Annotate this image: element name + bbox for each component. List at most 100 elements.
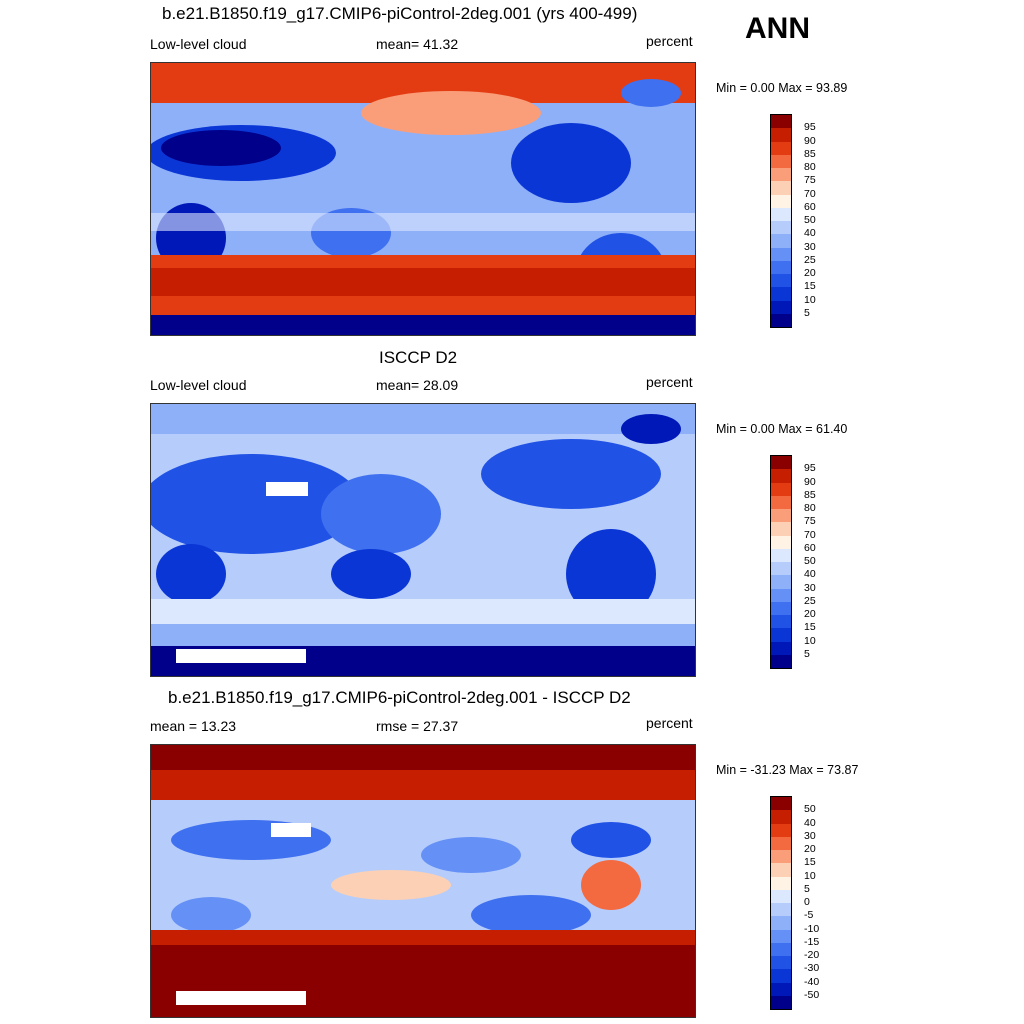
colorbar-level-label: 10 (804, 634, 816, 647)
colorbar-level-label: 50 (804, 803, 816, 816)
colorbar-level-label: 50 (804, 555, 816, 567)
panel-2-map-svg (151, 404, 695, 676)
panel-1-colorbar (770, 114, 792, 328)
colorbar-swatch (771, 260, 791, 274)
colorbar-level-label: 10 (804, 869, 816, 882)
colorbar-swatch (771, 575, 791, 589)
colorbar-swatch (771, 628, 791, 642)
colorbar-swatch (771, 221, 791, 235)
panel-2-colorbar (770, 455, 792, 669)
colorbar-level-label: 40 (804, 816, 816, 829)
colorbar-level-label: 25 (804, 253, 816, 266)
colorbar-swatch (771, 823, 791, 837)
panel-2-mean-label: mean= 28.09 (376, 377, 459, 393)
colorbar-swatch (771, 916, 791, 930)
panel-1-map (150, 62, 696, 336)
colorbar-level-label: 70 (804, 528, 816, 541)
colorbar-swatch (771, 154, 791, 168)
colorbar-swatch (771, 247, 791, 261)
colorbar-level-label: 60 (804, 541, 816, 554)
colorbar-swatch (771, 128, 791, 142)
season-annotation: ANN (745, 12, 810, 45)
panel-3-rmse-label: rmse = 27.37 (376, 718, 459, 734)
colorbar-level-label: 60 (804, 200, 816, 213)
panel-1-map-svg (151, 63, 695, 335)
colorbar-swatch (771, 876, 791, 890)
colorbar-swatch (771, 287, 791, 301)
colorbar-swatch (771, 982, 791, 996)
colorbar-level-label: 40 (804, 227, 816, 240)
colorbar-level-label: -40 (804, 975, 820, 988)
colorbar-swatch (771, 181, 791, 195)
colorbar-level-label: 5 (804, 647, 810, 660)
colorbar-swatch (771, 141, 791, 155)
panel-3-map (150, 744, 696, 1018)
colorbar-swatch (771, 509, 791, 523)
colorbar-level-label: 90 (804, 475, 816, 488)
colorbar-level-label: 85 (804, 147, 816, 160)
colorbar-swatch (771, 995, 791, 1009)
colorbar-swatch (771, 810, 791, 824)
colorbar-swatch (771, 929, 791, 943)
colorbar-swatch (771, 482, 791, 496)
colorbar-swatch (771, 300, 791, 314)
colorbar-level-label: 10 (804, 293, 816, 306)
colorbar-level-label: -10 (804, 922, 820, 935)
colorbar-swatch (771, 313, 791, 327)
colorbar-swatch (771, 850, 791, 864)
colorbar-level-label: 30 (804, 240, 816, 253)
colorbar-swatch (771, 863, 791, 877)
colorbar-swatch (771, 469, 791, 483)
colorbar-swatch (771, 588, 791, 602)
colorbar-swatch (771, 535, 791, 549)
panel-3-map-svg (151, 745, 695, 1017)
panel-1-units: percent (646, 33, 693, 49)
colorbar-swatch (771, 889, 791, 903)
colorbar-level-label: 95 (804, 121, 816, 134)
colorbar-level-label: -30 (804, 962, 820, 975)
colorbar-level-label: 80 (804, 502, 816, 514)
colorbar-swatch (771, 274, 791, 288)
colorbar-swatch (771, 495, 791, 509)
panel-2-map (150, 403, 696, 677)
colorbar-swatch (771, 641, 791, 655)
colorbar-level-label: 30 (804, 829, 816, 842)
panel-1-minmax: Min = 0.00 Max = 93.89 (716, 81, 848, 95)
colorbar-swatch (771, 562, 791, 576)
colorbar-level-label: 30 (804, 581, 816, 594)
colorbar-swatch (771, 522, 791, 536)
colorbar-swatch (771, 194, 791, 208)
colorbar-level-label: 75 (804, 174, 816, 187)
colorbar-level-label: 5 (804, 306, 810, 319)
colorbar-level-label: 75 (804, 515, 816, 528)
colorbar-swatch (771, 942, 791, 956)
panel-1-title: b.e21.B1850.f19_g17.CMIP6-piControl-2deg… (162, 4, 638, 23)
colorbar-level-label: 0 (804, 896, 810, 908)
colorbar-swatch (771, 969, 791, 983)
colorbar-level-label: 15 (804, 621, 816, 634)
colorbar-level-label: 20 (804, 608, 816, 620)
colorbar-swatch (771, 234, 791, 248)
colorbar-level-label: 15 (804, 280, 816, 293)
colorbar-level-label: 95 (804, 462, 816, 475)
panel-3-minmax: Min = -31.23 Max = 73.87 (716, 763, 859, 777)
colorbar-swatch (771, 207, 791, 221)
colorbar-level-label: 5 (804, 882, 810, 895)
colorbar-level-label: -15 (804, 935, 820, 948)
colorbar-level-label: 20 (804, 267, 816, 279)
colorbar-swatch (771, 797, 791, 811)
colorbar-swatch (771, 548, 791, 562)
colorbar-level-label: 25 (804, 594, 816, 607)
colorbar-swatch (771, 615, 791, 629)
panel-2-units: percent (646, 374, 693, 390)
colorbar-level-label: 85 (804, 488, 816, 501)
panel-1-left-label: Low-level cloud (150, 36, 247, 52)
colorbar-swatch (771, 456, 791, 470)
panel-3-title: b.e21.B1850.f19_g17.CMIP6-piControl-2deg… (168, 688, 631, 707)
panel-3-colorbar (770, 796, 792, 1010)
colorbar-level-label: 80 (804, 161, 816, 173)
colorbar-level-label: 90 (804, 134, 816, 147)
panel-2-title: ISCCP D2 (379, 348, 458, 367)
colorbar-swatch (771, 654, 791, 668)
colorbar-swatch (771, 956, 791, 970)
